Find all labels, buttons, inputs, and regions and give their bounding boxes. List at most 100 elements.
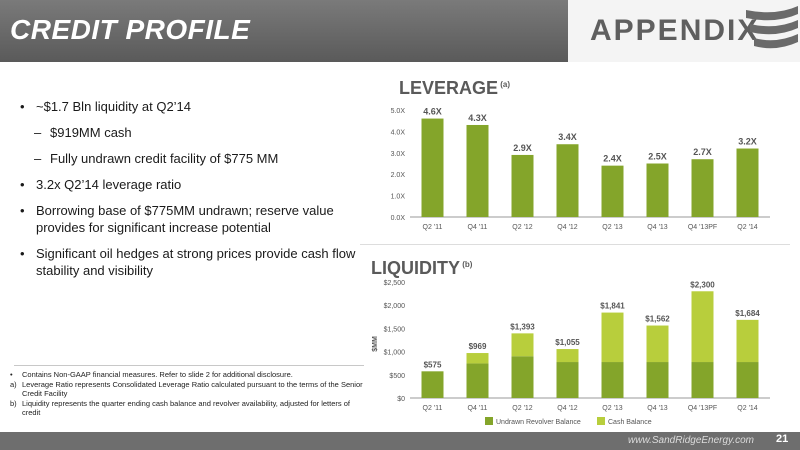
bar-undrawn-revolver xyxy=(736,362,759,398)
bar-undrawn-revolver xyxy=(601,362,624,398)
x-tick-label: Q2 '11 xyxy=(423,224,443,231)
data-label: 2.7X xyxy=(693,147,712,157)
footnote: a) Leverage Ratio represents Consolidate… xyxy=(10,380,365,398)
x-tick-label: Q2 '14 xyxy=(737,224,758,231)
page-title: CREDIT PROFILE xyxy=(10,14,251,45)
y-tick-label: 5.0X xyxy=(391,108,406,115)
data-label: 2.9X xyxy=(513,143,532,153)
legend-label: Undrawn Revolver Balance xyxy=(496,419,581,426)
bar-cash-balance xyxy=(736,319,759,363)
y-tick-label: 0.0X xyxy=(391,215,406,222)
y-tick-label: 3.0X xyxy=(391,151,406,158)
bar-undrawn-revolver xyxy=(511,356,534,398)
bar xyxy=(736,148,759,217)
y-tick-label: 1.0X xyxy=(391,194,406,201)
data-label: 2.4X xyxy=(603,154,622,164)
footnote-mark: • xyxy=(10,370,13,379)
chart-title: LEVERAGE (a) xyxy=(399,78,510,98)
bar-undrawn-revolver xyxy=(556,362,579,398)
bullet-item: ~$1.7 Bln liquidity at Q2’14 xyxy=(20,98,360,115)
x-tick-label: Q2 '13 xyxy=(602,224,623,231)
x-tick-label: Q2 '14 xyxy=(737,405,758,412)
data-label: $1,562 xyxy=(645,315,670,324)
data-label: 2.5X xyxy=(648,152,667,162)
footnote-mark: a) xyxy=(10,380,17,389)
legend-swatch xyxy=(597,417,605,425)
y-tick-label: $0 xyxy=(397,396,405,403)
data-label: 3.4X xyxy=(558,132,577,142)
x-tick-label: Q4 '11 xyxy=(468,405,488,412)
data-label: $575 xyxy=(424,360,442,369)
bullet-item: Borrowing base of $775MM undrawn; reserv… xyxy=(20,202,360,236)
bar-undrawn-revolver xyxy=(691,362,714,398)
footnote-text: Leverage Ratio represents Consolidated L… xyxy=(22,380,363,398)
x-tick-label: Q4 '12 xyxy=(557,405,578,412)
appendix-label: APPENDIX xyxy=(590,14,760,47)
data-label: $1,055 xyxy=(555,338,580,347)
y-tick-label: $2,500 xyxy=(384,280,406,287)
bar-cash-balance xyxy=(646,325,669,363)
x-tick-label: Q4 '13PF xyxy=(688,224,717,231)
footnote-divider xyxy=(14,365,364,366)
x-tick-label: Q2 '12 xyxy=(512,224,533,231)
chart-divider xyxy=(360,244,790,245)
bar xyxy=(511,154,534,217)
y-tick-label: $500 xyxy=(389,373,405,380)
liquidity-chart: LIQUIDITY (b) $MM $0 $500 $1,000 $1,500 $2,000… xyxy=(371,258,770,426)
sub-bullet-item: $919MM cash xyxy=(20,124,360,141)
data-label: $1,684 xyxy=(735,309,760,318)
footnote-text: Contains Non-GAAP financial measures. Re… xyxy=(22,370,293,379)
x-tick-label: Q4 '12 xyxy=(557,224,578,231)
y-tick-label: $2,000 xyxy=(384,303,406,310)
bar xyxy=(646,163,669,217)
page-number: 21 xyxy=(776,433,789,445)
bar-cash-balance xyxy=(466,353,489,364)
footnote: • Contains Non-GAAP financial measures. … xyxy=(10,370,365,379)
data-label: $1,393 xyxy=(510,322,535,331)
bar-undrawn-revolver xyxy=(466,363,489,398)
bar-cash-balance xyxy=(601,312,624,363)
y-tick-label: $1,500 xyxy=(384,326,406,333)
bullet-list: ~$1.7 Bln liquidity at Q2’14 $919MM cash… xyxy=(20,98,360,288)
y-tick-label: $1,000 xyxy=(384,350,406,357)
bar xyxy=(601,165,624,217)
footer-url: www.SandRidgeEnergy.com xyxy=(628,435,754,446)
x-tick-label: Q4 '13 xyxy=(647,405,668,412)
x-tick-label: Q4 '13 xyxy=(647,224,668,231)
footnote-text: Liquidity represents the quarter ending … xyxy=(22,399,350,417)
y-tick-label: 4.0X xyxy=(391,129,406,136)
bar xyxy=(556,144,579,217)
y-axis-label: $MM xyxy=(372,336,379,352)
x-tick-label: Q2 '12 xyxy=(512,405,533,412)
bullet-item: 3.2x Q2’14 leverage ratio xyxy=(20,176,360,193)
data-label: $1,841 xyxy=(600,302,625,311)
chart-title: LIQUIDITY (b) xyxy=(371,258,473,278)
data-label: $2,300 xyxy=(690,280,715,289)
footer-bar xyxy=(0,432,800,450)
bar xyxy=(466,124,489,217)
data-label: $969 xyxy=(469,342,487,351)
x-tick-label: Q2 '11 xyxy=(423,405,443,412)
legend-label: Cash Balance xyxy=(608,419,652,426)
footnote-mark: b) xyxy=(10,399,17,408)
bar-cash-balance xyxy=(556,349,579,363)
bar xyxy=(421,118,444,217)
leverage-chart: LEVERAGE (a) 0.0X 1.0X 2.0X 3.0X 4.0X 5.0X 4.6X… xyxy=(391,78,770,231)
footnote: b) Liquidity represents the quarter endi… xyxy=(10,399,365,417)
bar-cash-balance xyxy=(691,291,714,363)
bar xyxy=(691,159,714,217)
sub-bullet-item: Fully undrawn credit facility of $775 MM xyxy=(20,150,360,167)
data-label: 4.6X xyxy=(423,107,442,117)
data-label: 3.2X xyxy=(738,137,757,147)
x-tick-label: Q2 '13 xyxy=(602,405,623,412)
y-tick-label: 2.0X xyxy=(391,172,406,179)
footnotes: • Contains Non-GAAP financial measures. … xyxy=(10,370,365,418)
bar-undrawn-revolver xyxy=(421,371,444,398)
bullet-item: Significant oil hedges at strong prices … xyxy=(20,245,360,279)
data-label: 4.3X xyxy=(468,113,487,123)
bar-cash-balance xyxy=(511,333,534,357)
x-tick-label: Q4 '11 xyxy=(468,224,488,231)
bar-undrawn-revolver xyxy=(646,362,669,398)
legend-swatch xyxy=(485,417,493,425)
x-tick-label: Q4 '13PF xyxy=(688,405,717,412)
